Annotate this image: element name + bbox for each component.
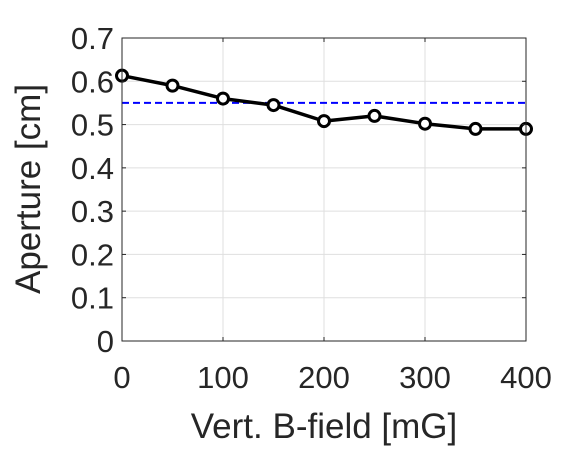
y-tick-labels: 0 0.1 0.2 0.3 0.4 0.5 0.6 0.7 (71, 21, 114, 359)
data-point (418, 116, 432, 131)
y-tick-label: 0.1 (71, 281, 114, 316)
data-point (165, 78, 180, 93)
data-point (367, 108, 382, 123)
y-axis-label: Aperture [cm] (9, 84, 48, 294)
y-tick-label: 0.4 (71, 151, 114, 186)
data-point (216, 91, 230, 106)
y-tick-label: 0.2 (71, 237, 114, 272)
y-tick-label: 0.6 (71, 64, 114, 99)
y-tick-label: 0.5 (71, 108, 114, 143)
data-point (468, 121, 483, 136)
x-tick-label: 300 (399, 360, 451, 395)
x-tick-label: 0 (113, 360, 130, 395)
x-axis-label: Vert. B-field [mG] (191, 407, 457, 446)
x-tick-label: 400 (500, 360, 552, 395)
y-tick-label: 0 (97, 324, 114, 359)
x-tick-labels: 0 100 200 300 400 (113, 360, 551, 395)
y-tick-label: 0.3 (71, 194, 114, 229)
x-tick-label: 200 (298, 360, 350, 395)
data-point (317, 114, 331, 129)
x-tick-label: 100 (197, 360, 249, 395)
tick-marks (121, 37, 527, 342)
y-tick-label: 0.7 (71, 21, 114, 56)
data-point (266, 98, 281, 113)
